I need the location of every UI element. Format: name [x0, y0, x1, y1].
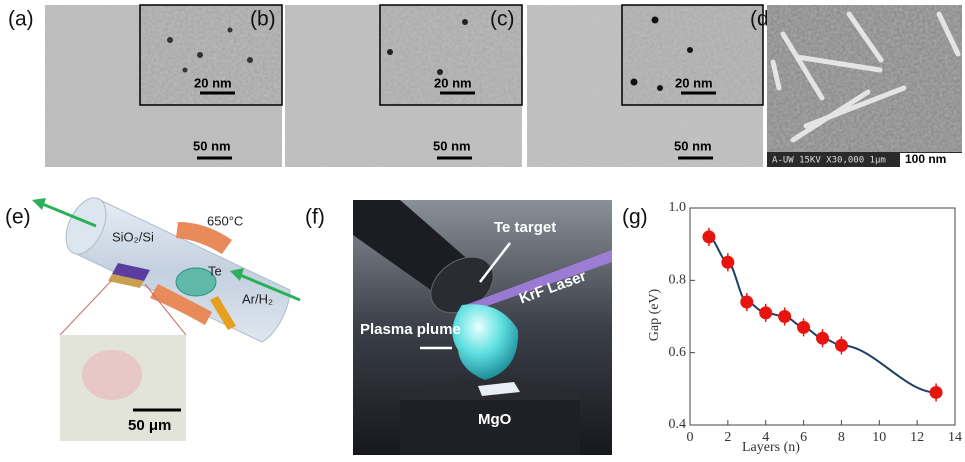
panel-a: (a) 20 nm 50 nm [8, 4, 283, 167]
data-point [778, 310, 792, 323]
flow-arrow [39, 201, 97, 228]
inset-texture [381, 6, 521, 104]
particles [387, 19, 468, 75]
y-tick-label: 0.6 [669, 345, 687, 360]
heater-top [176, 222, 232, 254]
data-point [702, 230, 716, 244]
data-point [816, 331, 829, 345]
scale-text: 20 nm [194, 75, 232, 90]
scale-text: 50 nm [433, 138, 471, 153]
x-tick-label: 8 [838, 430, 845, 445]
data-point [721, 255, 735, 269]
substrate [112, 263, 150, 281]
scale-text: 50 μm [128, 417, 171, 434]
panel-label: (f) [305, 206, 325, 229]
data-point [929, 385, 943, 399]
sem-texture [767, 5, 962, 167]
tube-end [65, 197, 107, 255]
panel-b: (b) 20 nm 50 nm [250, 4, 523, 167]
scale-text: 50 nm [674, 138, 712, 153]
y-tick-label: 0.8 [669, 273, 687, 288]
substrate-label: SiO₂/Si [112, 229, 154, 244]
scale-text: 20 nm [675, 75, 713, 90]
x-tick-label: 10 [872, 430, 886, 445]
flow-arrow [239, 273, 301, 302]
plume [452, 304, 519, 380]
y-axis-title: Gap (eV) [647, 288, 662, 341]
plume-label: Plasma plume [360, 321, 461, 338]
y-tick-label: 1.0 [669, 200, 687, 215]
data-point [759, 306, 773, 320]
arrowhead [32, 198, 46, 210]
panel-f: (f) Te target KrF Laser Plasma plume MgO [305, 200, 612, 455]
x-tick-label: 6 [800, 430, 807, 445]
panel-label: (e) [5, 206, 31, 229]
scale-text: 50 nm [193, 138, 231, 153]
panel-label: (c) [490, 8, 515, 31]
y-tick-label: 0.4 [669, 417, 687, 432]
pointer [479, 242, 511, 283]
panel-label: (b) [250, 8, 276, 31]
zoom-line [59, 279, 113, 336]
x-tick-label: 0 [687, 430, 694, 445]
panel-g: (g) Layers (n) Gap (eV) 0.4 0.6 0.8 1.0 0 2 4 6… [622, 200, 962, 455]
arrowhead [230, 268, 244, 281]
temperature-label: 650°C [207, 213, 243, 228]
particles [630, 16, 693, 91]
fit-line [708, 235, 937, 394]
x-axis-title: Layers (n) [742, 440, 800, 455]
scale-text: 20 nm [434, 75, 472, 90]
heater-clip [210, 296, 236, 330]
plot-frame [689, 207, 956, 426]
panel-e: (e) SiO₂/Si 650°C Te Ar/H₂ 50 μm [5, 197, 301, 441]
inset-texture [141, 6, 281, 104]
x-tick-label: 14 [948, 430, 962, 445]
x-tick-label: 4 [762, 430, 769, 445]
panel-d: (d) A-UW 15KV X30,000 1μm 100 nm [750, 5, 962, 167]
particles [167, 27, 253, 73]
inset-texture [623, 6, 762, 104]
data-point [797, 320, 811, 334]
sem-info: A-UW 15KV X30,000 1μm [772, 156, 886, 166]
substrate-label: MgO [478, 411, 512, 428]
substrate-edge [108, 274, 144, 288]
x-tick-label: 2 [724, 430, 731, 445]
data-point [834, 338, 848, 352]
source-label: Te [208, 263, 222, 278]
laser-beam [468, 250, 612, 312]
x-tick-label: 12 [910, 430, 924, 445]
nanowires [770, 11, 961, 143]
stage-body [400, 400, 580, 455]
data-point [740, 295, 754, 309]
panel-label: (a) [8, 8, 34, 31]
mgo-substrate [478, 382, 520, 396]
gas-label: Ar/H₂ [242, 291, 273, 306]
heater-bottom [150, 284, 212, 325]
zoom-line [144, 283, 187, 336]
target-label: Te target [494, 219, 556, 236]
panel-c: (c) 20 nm 50 nm [490, 4, 764, 167]
flake [82, 350, 142, 400]
scale-box [900, 153, 962, 167]
te-boat [175, 267, 217, 297]
scale-text: 100 nm [905, 152, 946, 166]
panel-label: (g) [622, 206, 648, 229]
